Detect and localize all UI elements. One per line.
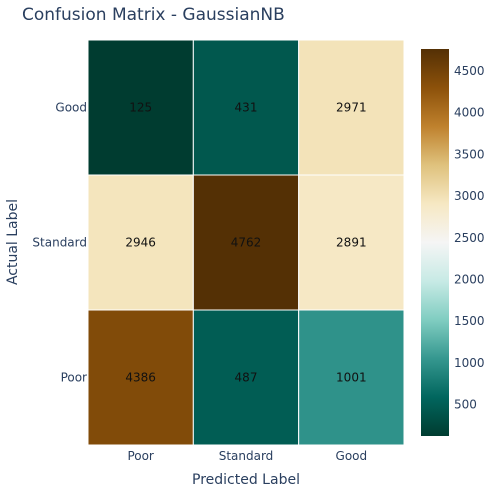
cell-value-label: 487 bbox=[235, 371, 258, 385]
cell-value-label: 4762 bbox=[231, 236, 262, 250]
chart-title: Confusion Matrix - GaussianNB bbox=[22, 5, 285, 25]
y-tick-label: Poor bbox=[61, 371, 87, 385]
cell-value-label: 2971 bbox=[336, 101, 367, 115]
colorbar-tick-label: 1000 bbox=[454, 356, 485, 370]
heatmap-cell bbox=[192, 174, 300, 311]
cell-value-label: 2946 bbox=[125, 236, 156, 250]
heatmap-cell bbox=[298, 309, 405, 446]
cell-value-label: 4386 bbox=[125, 371, 156, 385]
y-axis-label: Actual Label bbox=[5, 198, 21, 286]
y-tick-label: Good bbox=[55, 101, 87, 115]
heatmap-cell bbox=[298, 39, 405, 176]
colorbar-tick-label: 3500 bbox=[454, 147, 485, 161]
colorbar-tick-label: 3000 bbox=[454, 189, 485, 203]
heatmap-cell bbox=[192, 309, 300, 446]
colorbar-tick-label: 4500 bbox=[454, 64, 485, 78]
y-tick-label: Standard bbox=[32, 236, 87, 250]
cell-value-label: 2891 bbox=[336, 236, 367, 250]
heatmap-cell-labels: 125 431 2971 2946 4762 2891 4386 487 1001 bbox=[125, 101, 366, 385]
heatmap-cells bbox=[87, 39, 405, 446]
x-axis-ticks: Poor Standard Good bbox=[127, 449, 367, 463]
x-tick-label: Good bbox=[336, 449, 368, 463]
colorbar-ticks: 500 1000 1500 2000 2500 3000 3500 4000 4500 bbox=[454, 64, 485, 412]
heatmap-cell bbox=[87, 174, 194, 311]
heatmap-cell bbox=[87, 309, 194, 446]
cell-value-label: 1001 bbox=[336, 371, 367, 385]
x-tick-label: Standard bbox=[219, 449, 274, 463]
cell-value-label: 125 bbox=[129, 101, 152, 115]
heatmap-cell bbox=[298, 174, 405, 311]
y-axis-ticks: Good Standard Poor bbox=[32, 101, 87, 385]
colorbar-tick-label: 2000 bbox=[454, 273, 485, 287]
colorbar-tick-label: 2500 bbox=[454, 231, 485, 245]
x-axis-label: Predicted Label bbox=[192, 472, 300, 488]
colorbar-tick-label: 500 bbox=[454, 398, 477, 412]
cell-value-label: 431 bbox=[235, 101, 258, 115]
colorbar-tick-label: 1500 bbox=[454, 314, 485, 328]
x-tick-label: Poor bbox=[127, 449, 153, 463]
colorbar-tick-label: 4000 bbox=[454, 106, 485, 120]
colorbar bbox=[421, 49, 449, 436]
